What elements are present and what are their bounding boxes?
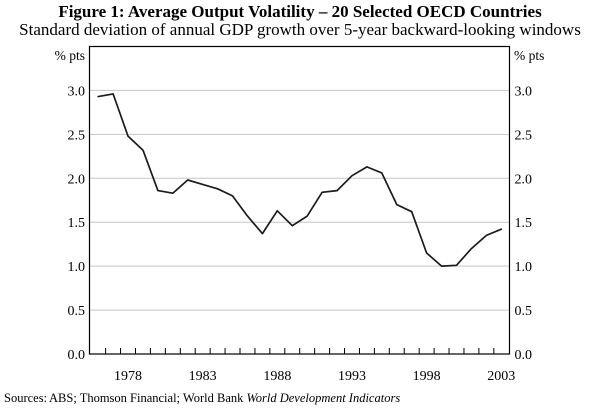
y-tick-label-right: 0.5 bbox=[515, 304, 533, 319]
plot-border bbox=[88, 45, 511, 355]
y-tick-label-left: 2.5 bbox=[68, 128, 86, 143]
sources-note: Sources: ABS; Thomson Financial; World Ba… bbox=[4, 391, 400, 406]
sources-text: ABS; Thomson Financial; World Bank bbox=[49, 391, 247, 405]
x-tick-label: 1978 bbox=[114, 369, 142, 384]
y-tick-label-left: 0.0 bbox=[68, 348, 86, 363]
x-tick-label: 2003 bbox=[487, 369, 515, 384]
y-tick-label-right: 2.0 bbox=[515, 172, 533, 187]
y-tick-label-left: 2.0 bbox=[68, 172, 86, 187]
y-tick-label-right: 2.5 bbox=[515, 128, 533, 143]
y-tick-label-right: 0.0 bbox=[515, 348, 533, 363]
y-tick-label-left: 3.0 bbox=[68, 84, 86, 99]
y-tick-label-right: 1.0 bbox=[515, 260, 533, 275]
y-tick-label-left: 1.5 bbox=[68, 216, 86, 231]
x-tick-label: 1983 bbox=[189, 369, 217, 384]
y-axis-unit-left: % pts bbox=[54, 48, 85, 63]
y-tick-label-right: 3.0 bbox=[515, 84, 533, 99]
x-tick-label: 1993 bbox=[338, 369, 366, 384]
y-tick-label-left: 0.5 bbox=[68, 304, 86, 319]
x-tick-label: 1988 bbox=[263, 369, 291, 384]
volatility-line bbox=[97, 93, 503, 267]
y-tick-label-right: 1.5 bbox=[515, 216, 533, 231]
y-axis-unit-right: % pts bbox=[514, 48, 545, 63]
figure-subtitle: Standard deviation of annual GDP growth … bbox=[19, 20, 581, 39]
sources-publication: World Development Indicators bbox=[246, 391, 401, 405]
x-tick-label: 1998 bbox=[413, 369, 441, 384]
figure-title: Figure 1: Average Output Volatility – 20… bbox=[58, 2, 542, 21]
sources-label: Sources: bbox=[4, 391, 48, 405]
y-tick-label-left: 1.0 bbox=[68, 260, 86, 275]
